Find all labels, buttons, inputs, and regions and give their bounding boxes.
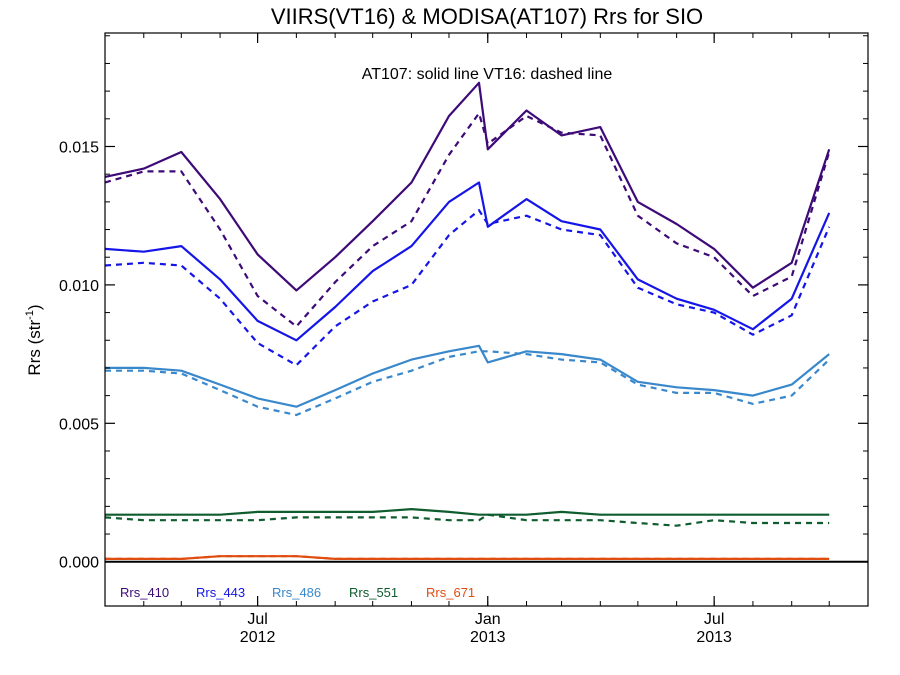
x-tick-label-year: 2013 bbox=[470, 629, 506, 646]
x-tick-label-month: Jul bbox=[247, 611, 267, 628]
series-line-rrs_486-dashed bbox=[105, 350, 830, 417]
y-axis-label: Rrs (str-1) bbox=[24, 304, 44, 375]
series-line-rrs_486-solid bbox=[105, 344, 830, 408]
y-axis-label-main: Rrs (str bbox=[25, 320, 44, 376]
series-line-rrs_671-solid bbox=[105, 555, 830, 560]
series-line-rrs_551-solid bbox=[105, 508, 830, 516]
plot-area: 0.0000.0050.0100.015Jul2012Jan2013Jul201… bbox=[59, 32, 869, 646]
legend-item-rrs_671: Rrs_671 bbox=[426, 585, 475, 600]
y-tick-label: 0.000 bbox=[59, 555, 99, 572]
legend-item-rrs_486: Rrs_486 bbox=[272, 585, 321, 600]
y-axis-label-close: ) bbox=[25, 304, 44, 310]
x-tick-label-year: 2012 bbox=[240, 629, 276, 646]
series-line-rrs_551-dashed bbox=[104, 513, 830, 527]
legend-item-rrs_410: Rrs_410 bbox=[120, 585, 169, 600]
chart-annotation: AT107: solid line VT16: dashed line bbox=[362, 66, 613, 83]
series-line-rrs_443-solid bbox=[104, 181, 831, 342]
legend-item-rrs_551: Rrs_551 bbox=[349, 585, 398, 600]
series-line-rrs_671-dashed bbox=[105, 555, 830, 560]
x-tick-label-month: Jan bbox=[475, 611, 501, 628]
plot-frame bbox=[104, 32, 869, 607]
y-tick-label: 0.010 bbox=[59, 278, 99, 295]
series-line-rrs_410-solid bbox=[104, 81, 831, 292]
y-tick-label: 0.015 bbox=[59, 139, 99, 156]
chart-title: VIIRS(VT16) & MODISA(AT107) Rrs for SIO bbox=[271, 4, 703, 29]
y-axis-label-sup: -1 bbox=[24, 310, 36, 320]
x-tick-label-month: Jul bbox=[704, 611, 724, 628]
y-tick-label: 0.005 bbox=[59, 416, 99, 433]
x-tick-label-year: 2013 bbox=[696, 629, 732, 646]
series-line-rrs_443-dashed bbox=[104, 209, 831, 367]
series-line-rrs_410-dashed bbox=[104, 112, 831, 328]
legend-item-rrs_443: Rrs_443 bbox=[196, 585, 245, 600]
